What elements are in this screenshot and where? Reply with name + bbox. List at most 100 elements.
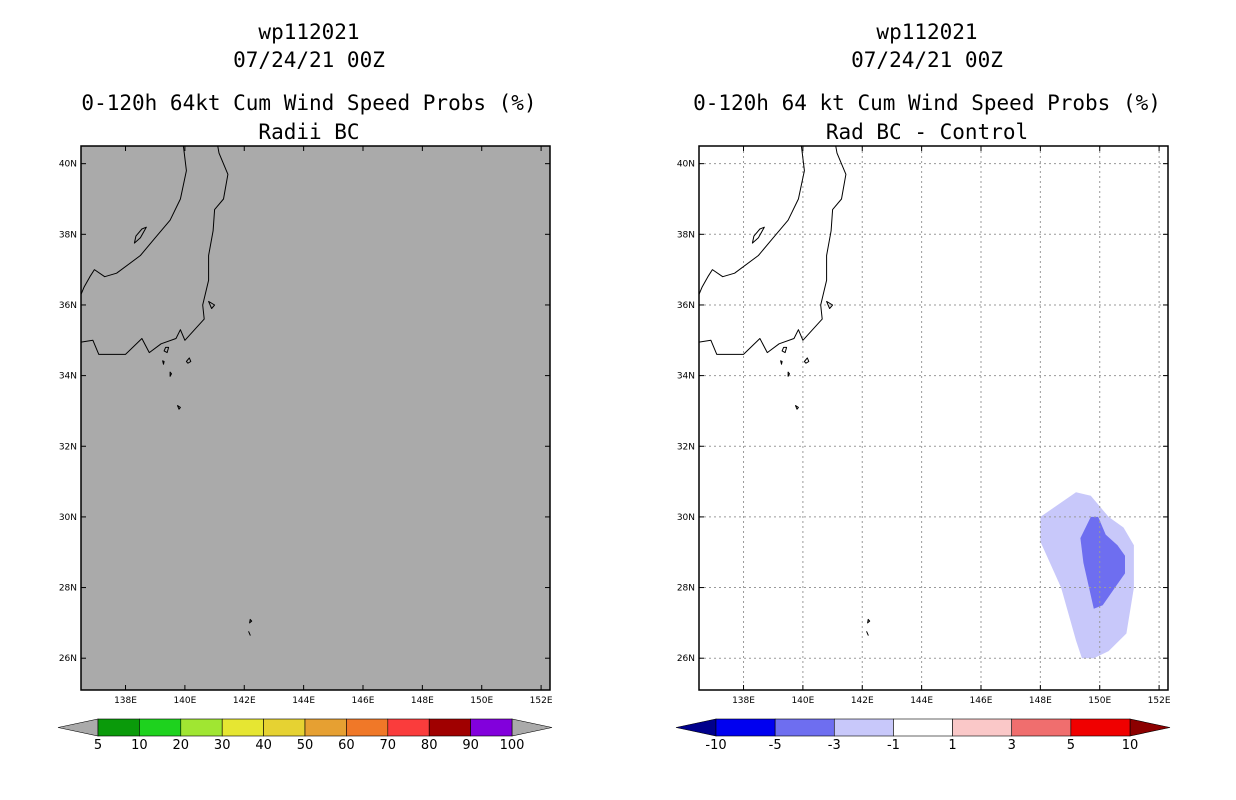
- x-tick-label: 138E: [732, 696, 755, 706]
- island-outline: [163, 346, 170, 354]
- colorbar-arrow-low: [675, 718, 717, 737]
- y-tick-label: 34N: [677, 372, 695, 382]
- island-outline: [787, 371, 790, 377]
- y-tick-label: 28N: [677, 584, 695, 594]
- island-outline: [867, 618, 871, 624]
- storm-id-title: wp112021: [258, 20, 360, 44]
- colorbar-label: -5: [769, 738, 782, 753]
- island-outline: [795, 405, 799, 410]
- contour-fill--5to-3: [1080, 516, 1125, 609]
- y-tick-label: 40N: [59, 160, 77, 170]
- island-outline: [751, 226, 765, 244]
- colorbar-label: 70: [380, 738, 397, 753]
- y-tick-label: 36N: [59, 301, 77, 311]
- colorbar-box: [346, 718, 389, 737]
- x-tick-label: 148E: [1029, 696, 1052, 706]
- coastline-pacific: [81, 146, 229, 355]
- y-tick-label: 38N: [59, 230, 77, 240]
- y-tick-label: 32N: [677, 442, 695, 452]
- colorbar-box: [774, 718, 835, 737]
- island-outline: [169, 371, 172, 377]
- colorbar-label: 30: [214, 738, 231, 753]
- colorbar-box: [1070, 718, 1131, 737]
- island-outline: [781, 346, 788, 354]
- colorbar-arrow-low: [57, 718, 99, 737]
- island-outline: [249, 618, 253, 624]
- island-outline: [185, 357, 192, 364]
- x-tick-label: 152E: [530, 696, 553, 706]
- colorbar-label: 3: [1008, 738, 1016, 753]
- colorbar-label: 10: [131, 738, 148, 753]
- panel-rad-bc-control: wp112021 07/24/21 00Z 0-120h 64 kt Cum W…: [618, 0, 1236, 800]
- product-title: 0-120h 64 kt Cum Wind Speed Probs (%): [693, 91, 1161, 115]
- plot-area: [81, 146, 253, 636]
- island-outline: [248, 631, 251, 636]
- date-title: 07/24/21 00Z: [233, 48, 385, 72]
- y-tick-label: 28N: [59, 584, 77, 594]
- colorbar-box: [221, 718, 264, 737]
- colorbar-label: 5: [94, 738, 102, 753]
- x-tick-label: 148E: [411, 696, 434, 706]
- island-outline: [208, 300, 216, 309]
- island-outline: [177, 405, 181, 410]
- colorbar-label: 60: [338, 738, 355, 753]
- colorbar: 5 10 20 30 40 50 60 70 80 90 100: [57, 718, 553, 753]
- colorbar-box: [893, 718, 953, 737]
- colorbar-box: [97, 718, 140, 737]
- y-tick-label: 34N: [59, 372, 77, 382]
- y-tick-label: 30N: [677, 513, 695, 523]
- map-plot-rad-bc-control: 138E 140E 142E 144E 146E 148E 150E 152E 26N 28N 30…: [675, 145, 1171, 753]
- x-tick-label: 152E: [1148, 696, 1171, 706]
- colorbar-box: [387, 718, 430, 737]
- island-outline: [803, 357, 810, 364]
- colorbar-box: [833, 718, 894, 737]
- y-tick-label: 26N: [59, 654, 77, 664]
- colorbar-arrow-high: [511, 718, 553, 737]
- x-tick-label: 144E: [292, 696, 315, 706]
- colorbar-box: [470, 718, 513, 737]
- x-tick-label: 146E: [352, 696, 375, 706]
- x-tick-label: 140E: [173, 696, 196, 706]
- colorbar-label: 100: [500, 738, 525, 753]
- y-tick-label: 36N: [677, 301, 695, 311]
- date-title: 07/24/21 00Z: [851, 48, 1003, 72]
- coastline-sea-of-japan: [81, 146, 187, 295]
- x-tick-label: 146E: [970, 696, 993, 706]
- x-tick-label: 142E: [233, 696, 256, 706]
- colorbar-label: 40: [255, 738, 272, 753]
- x-tick-label: 142E: [851, 696, 874, 706]
- colorbar-label: 80: [421, 738, 438, 753]
- colorbar-arrow-high: [1129, 718, 1171, 737]
- x-tick-label: 144E: [910, 696, 933, 706]
- product-subtitle: Radii BC: [258, 120, 360, 144]
- colorbar-label: 10: [1122, 738, 1139, 753]
- colorbar-box: [263, 718, 306, 737]
- coastline-pacific: [699, 146, 847, 355]
- product-subtitle: Rad BC - Control: [825, 120, 1029, 144]
- colorbar: -10 -5 -3 -1 1 3 5 10: [675, 718, 1171, 753]
- plot-area: [699, 146, 1168, 690]
- product-title: 0-120h 64kt Cum Wind Speed Probs (%): [81, 91, 537, 115]
- x-tick-label: 150E: [1088, 696, 1111, 706]
- colorbar-label: 20: [173, 738, 190, 753]
- x-tick-label: 150E: [470, 696, 493, 706]
- colorbar-box: [428, 718, 471, 737]
- colorbar-label: 90: [462, 738, 479, 753]
- island-outline: [133, 226, 147, 244]
- colorbar-label: 50: [297, 738, 314, 753]
- colorbar-box: [1011, 718, 1072, 737]
- colorbar-box: [952, 718, 1013, 737]
- y-tick-label: 40N: [677, 160, 695, 170]
- colorbar-box: [715, 718, 776, 737]
- colorbar-label: -1: [887, 738, 900, 753]
- coastline-sea-of-japan: [699, 146, 805, 295]
- y-tick-label: 32N: [59, 442, 77, 452]
- colorbar-box: [139, 718, 182, 737]
- colorbar-label: -10: [705, 738, 726, 753]
- y-tick-label: 30N: [59, 513, 77, 523]
- x-tick-label: 140E: [791, 696, 814, 706]
- colorbar-box: [180, 718, 223, 737]
- island-outline: [780, 360, 783, 365]
- colorbar-box: [304, 718, 347, 737]
- colorbar-label: 5: [1067, 738, 1075, 753]
